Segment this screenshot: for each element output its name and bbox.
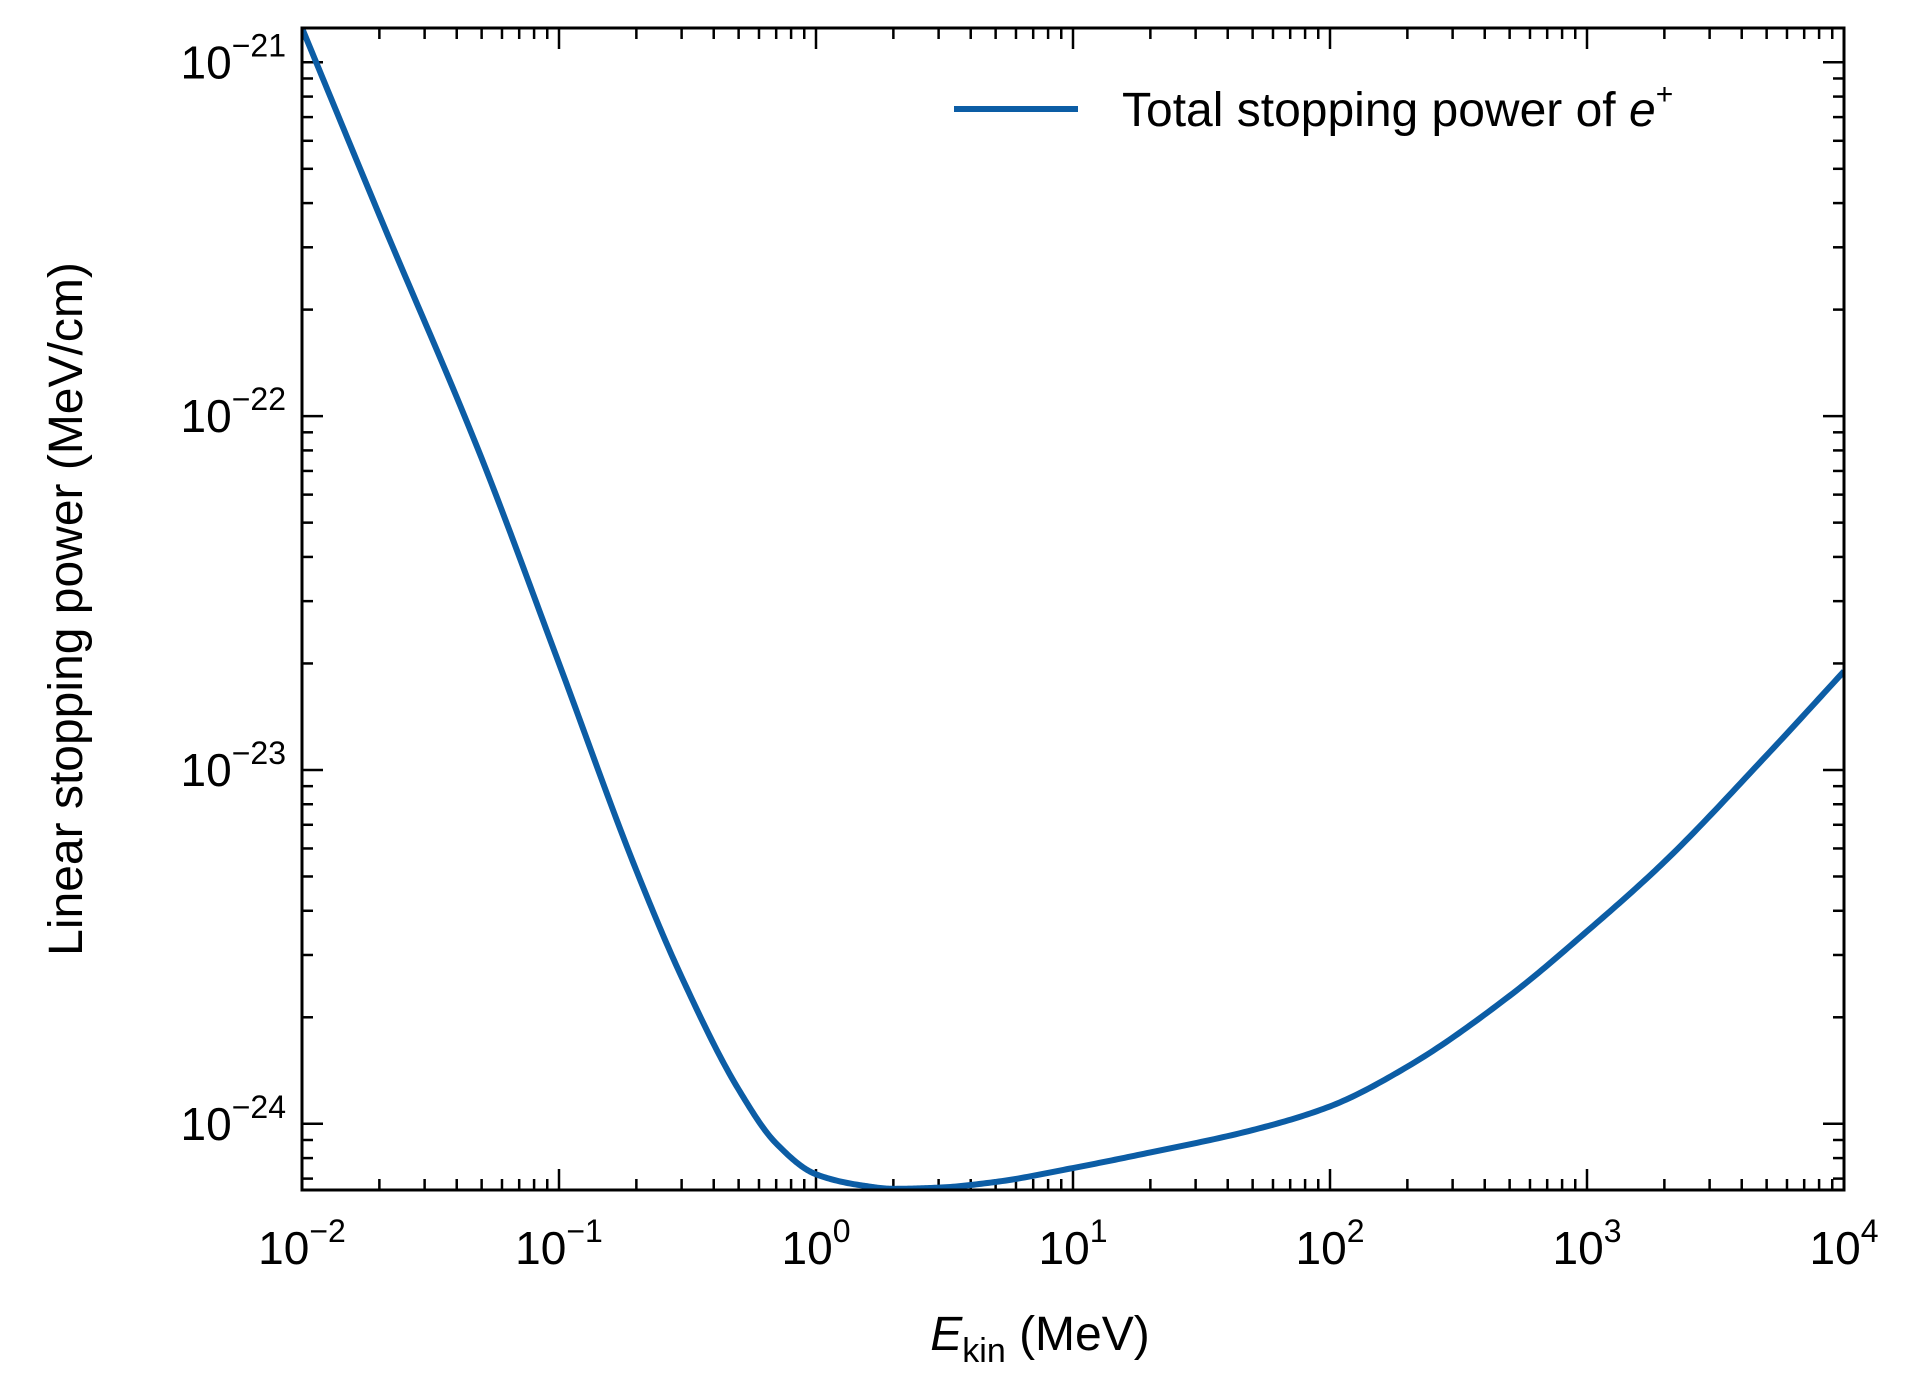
x-axis-title: Ekin (MeV) — [930, 1308, 1149, 1370]
x-tick-label-base: 10 — [1039, 1222, 1090, 1274]
x-tick-label-exponent: 1 — [1090, 1213, 1108, 1249]
legend-label: Total stopping power of e+ — [1122, 78, 1673, 137]
legend: Total stopping power of e+ — [954, 78, 1673, 137]
legend-label-text: Total stopping power of — [1122, 84, 1629, 137]
x-tick-label-exponent: 2 — [1347, 1213, 1365, 1249]
y-tick-label-exponent: −21 — [232, 27, 286, 63]
x-tick-label-base: 10 — [515, 1222, 566, 1274]
x-tick-label: 103 — [1553, 1213, 1622, 1274]
y-tick-label-base: 10 — [181, 390, 232, 442]
x-tick-labels: 10−2 10−1 100 101 102 103 104 — [258, 1213, 1878, 1274]
x-major-ticks — [300, 28, 1846, 1190]
x-minor-ticks — [378, 28, 1834, 1190]
legend-label-symbol: e — [1629, 84, 1656, 137]
x-tick-label-exponent: 4 — [1861, 1213, 1879, 1249]
x-axis-title-unit: (MeV) — [1006, 1308, 1150, 1361]
x-tick-label: 104 — [1810, 1213, 1879, 1274]
series-line-positron-stopping-power — [302, 28, 1844, 1190]
y-tick-label-exponent: −24 — [232, 1089, 286, 1125]
x-tick-label-base: 10 — [782, 1222, 833, 1274]
y-major-ticks — [302, 61, 1844, 1126]
y-minor-ticks — [302, 77, 1844, 1180]
x-tick-label: 10−1 — [515, 1213, 603, 1274]
x-tick-label-exponent: 0 — [833, 1213, 851, 1249]
x-tick-label-base: 10 — [1553, 1222, 1604, 1274]
y-tick-label-base: 10 — [181, 744, 232, 796]
x-tick-label-base: 10 — [1810, 1222, 1861, 1274]
y-tick-label: 10−24 — [181, 1089, 286, 1150]
x-tick-label: 101 — [1039, 1213, 1108, 1274]
y-tick-label: 10−23 — [181, 735, 286, 796]
y-tick-label-exponent: −22 — [232, 381, 286, 417]
plot-frame — [300, 26, 1846, 1192]
y-tick-label: 10−21 — [181, 27, 286, 88]
x-tick-label-exponent: −1 — [566, 1213, 602, 1249]
y-tick-label-exponent: −23 — [232, 735, 286, 771]
plot-area — [302, 28, 1844, 1190]
y-tick-label: 10−22 — [181, 381, 286, 442]
x-tick-label-base: 10 — [258, 1222, 309, 1274]
legend-label-superscript: + — [1656, 78, 1674, 111]
y-tick-label-base: 10 — [181, 1098, 232, 1150]
x-axis-title-subscript: kin — [962, 1332, 1005, 1370]
x-tick-label: 100 — [782, 1213, 851, 1274]
x-tick-label-exponent: 3 — [1604, 1213, 1622, 1249]
x-tick-label-base: 10 — [1296, 1222, 1347, 1274]
x-tick-label: 10−2 — [258, 1213, 346, 1274]
y-axis-title: Linear stopping power (MeV/cm) — [40, 262, 93, 956]
x-tick-label-exponent: −2 — [309, 1213, 345, 1249]
y-tick-label-base: 10 — [181, 36, 232, 88]
x-tick-label: 102 — [1296, 1213, 1365, 1274]
x-axis-title-symbol: E — [930, 1308, 963, 1361]
